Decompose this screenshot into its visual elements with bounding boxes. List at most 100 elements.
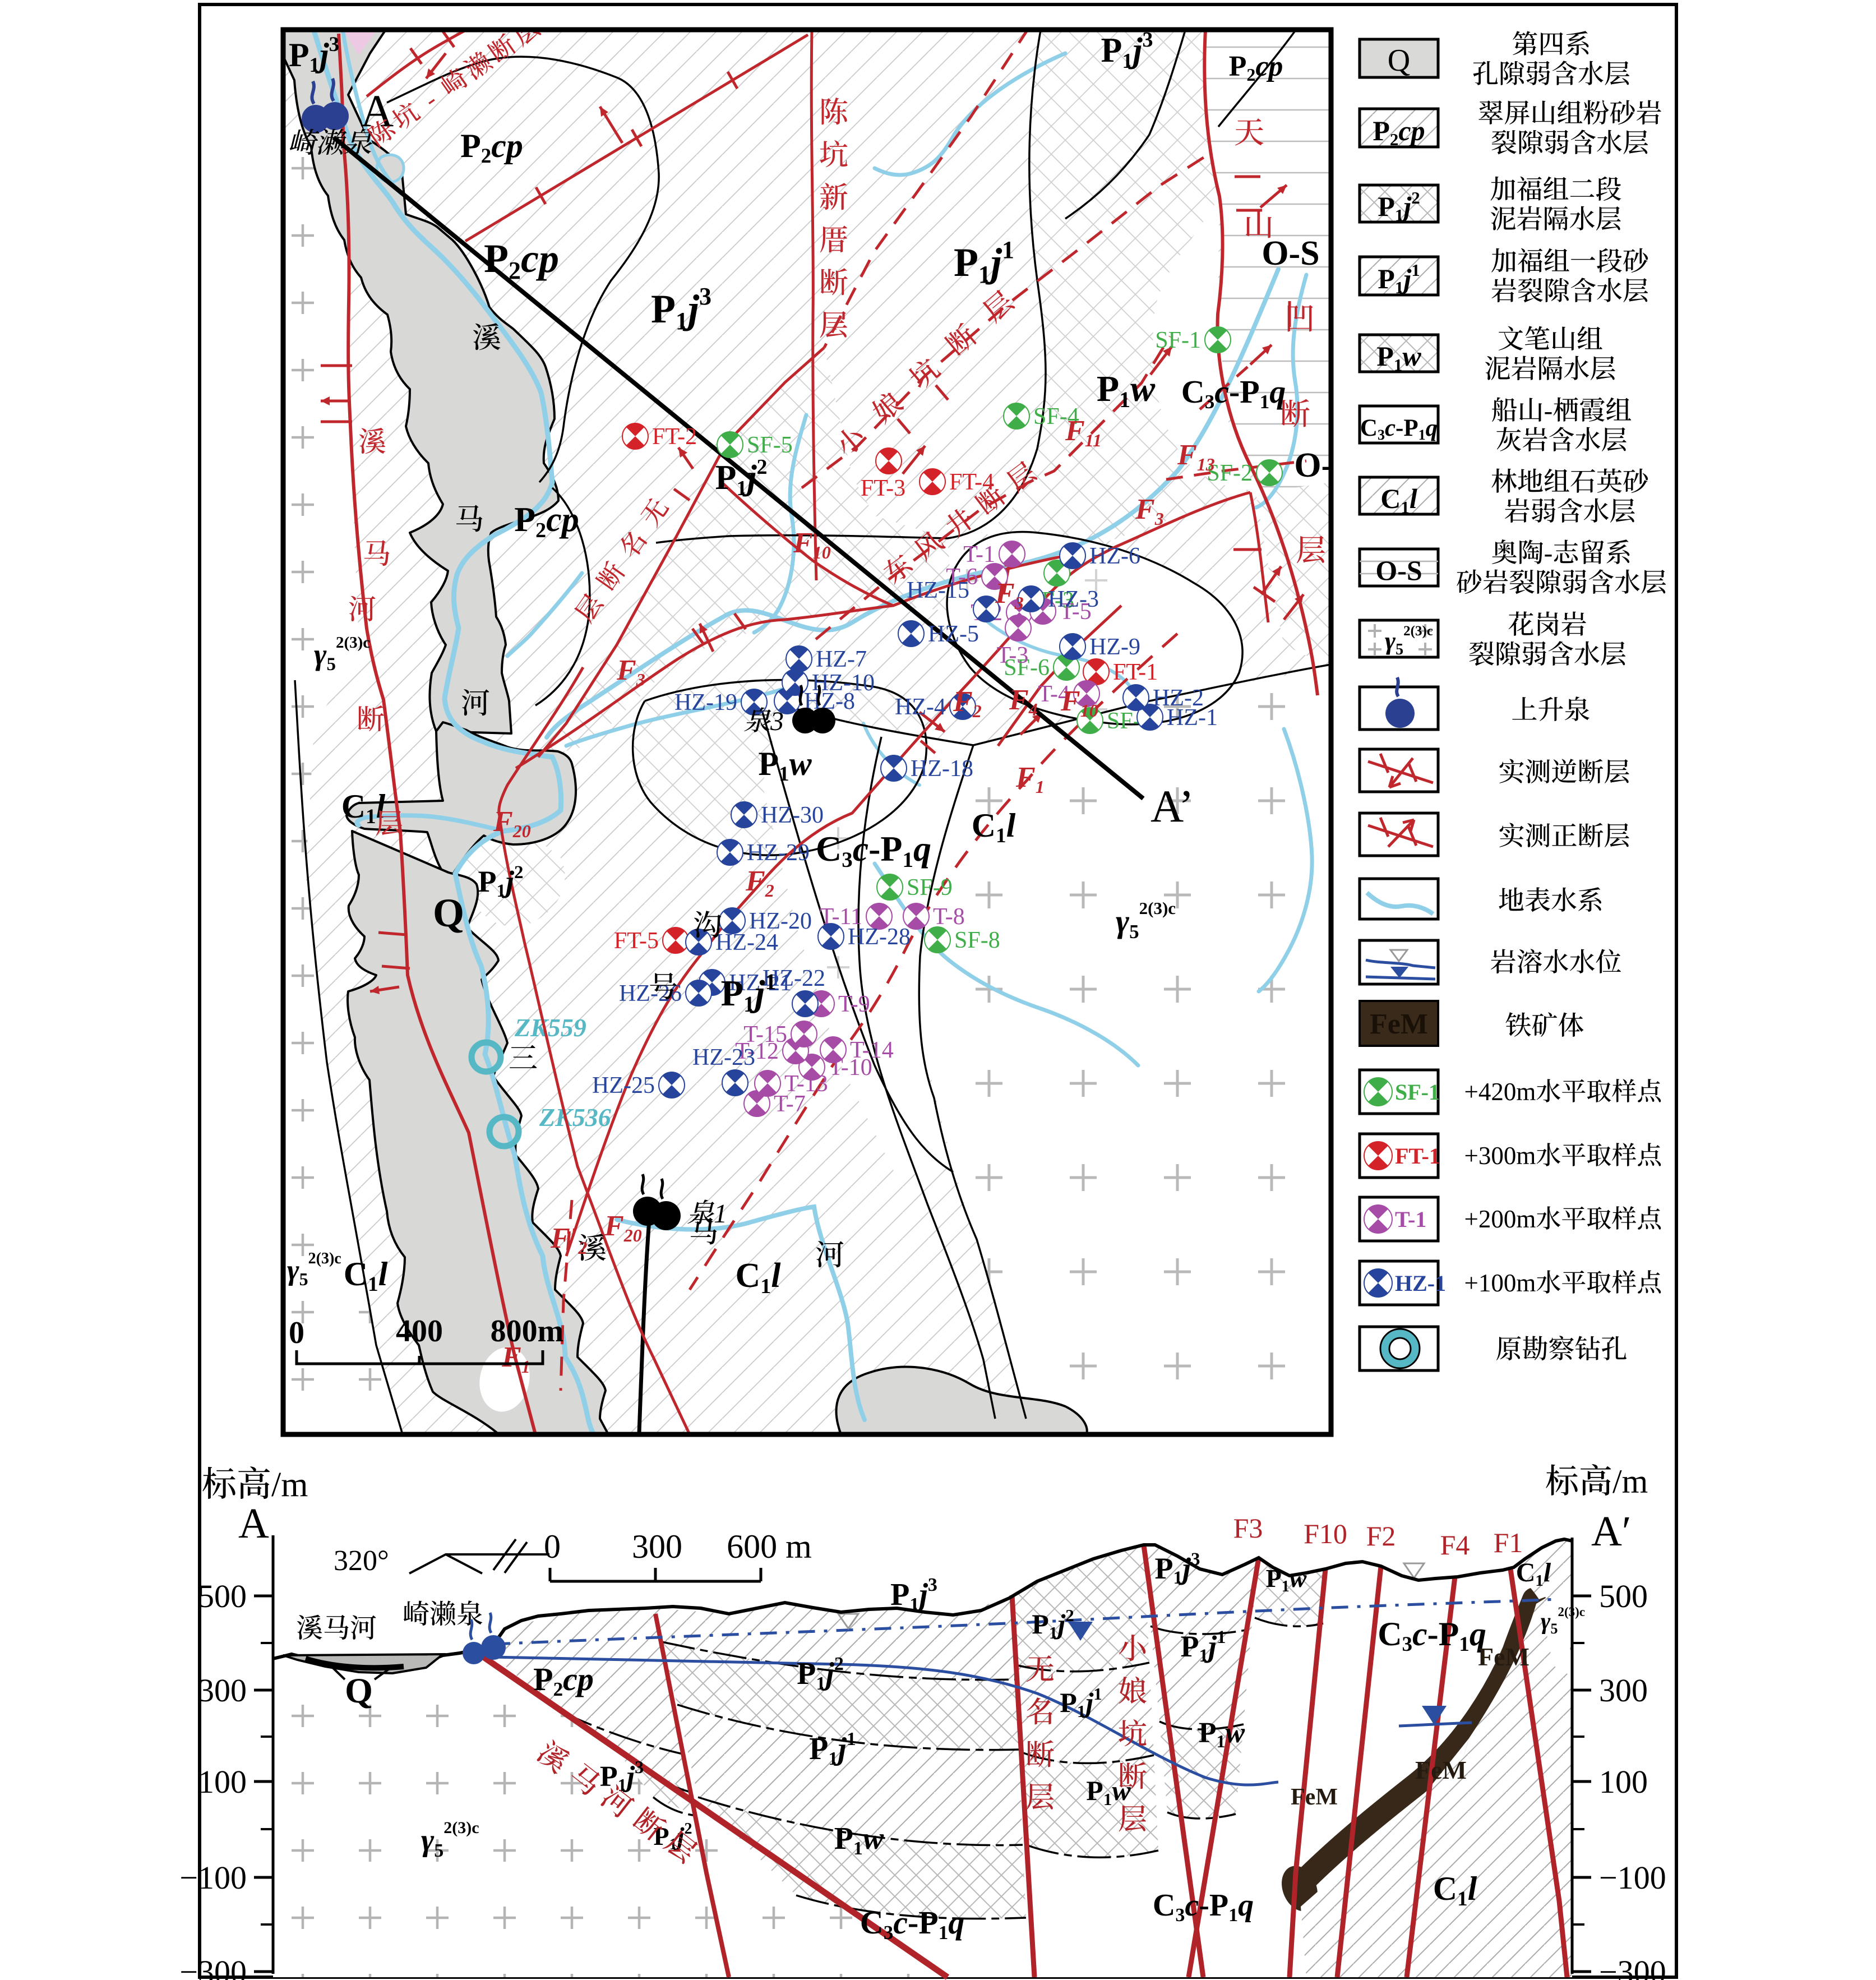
- svg-text:O-S: O-S: [1375, 555, 1422, 586]
- svg-text:溪: 溪: [472, 322, 501, 354]
- svg-text:实测逆断层: 实测逆断层: [1499, 758, 1631, 787]
- svg-text:泉1: 泉1: [687, 1199, 727, 1229]
- svg-text:上升泉: 上升泉: [1512, 696, 1591, 725]
- svg-text:800m: 800m: [491, 1314, 564, 1349]
- svg-text:层: 层: [819, 310, 849, 342]
- svg-text:泉3: 泉3: [743, 707, 784, 736]
- svg-text:奥陶-志留系: 奥陶-志留系: [1491, 539, 1632, 568]
- svg-text:SF-1: SF-1: [1155, 327, 1201, 353]
- svg-text:T-3: T-3: [997, 643, 1029, 668]
- svg-text:HZ-19: HZ-19: [674, 690, 737, 716]
- svg-text:C3c-P1q: C3c-P1q: [816, 829, 931, 872]
- svg-text:HZ-2: HZ-2: [1153, 685, 1204, 711]
- svg-text:C1l: C1l: [1380, 483, 1417, 517]
- svg-text:灰岩含水层: 灰岩含水层: [1496, 426, 1628, 455]
- svg-text:崎濑泉: 崎濑泉: [403, 1600, 483, 1630]
- svg-text:T-4: T-4: [1038, 681, 1070, 707]
- svg-text:HZ-22: HZ-22: [763, 966, 825, 991]
- svg-text:层: 层: [1118, 1804, 1148, 1836]
- svg-text:C1l: C1l: [735, 1257, 781, 1298]
- svg-text:γ52(3)c: γ52(3)c: [421, 1819, 479, 1861]
- svg-text:SF-4: SF-4: [1033, 404, 1079, 430]
- svg-text:河: 河: [815, 1240, 844, 1272]
- svg-text:−100: −100: [1599, 1859, 1666, 1896]
- svg-text:HZ-23: HZ-23: [692, 1045, 755, 1070]
- svg-text:500: 500: [1599, 1578, 1648, 1614]
- svg-text:溪: 溪: [577, 1233, 607, 1265]
- svg-text:ZK559: ZK559: [514, 1013, 586, 1042]
- svg-text:无: 无: [1025, 1654, 1055, 1686]
- svg-text:T-7: T-7: [774, 1091, 806, 1117]
- svg-text:SF-2: SF-2: [1207, 460, 1253, 486]
- svg-text:加福组二段: 加福组二段: [1490, 176, 1622, 205]
- svg-text:FeM: FeM: [1291, 1784, 1338, 1810]
- svg-text:C3c-P1q: C3c-P1q: [860, 1904, 964, 1944]
- svg-text:F3: F3: [1135, 493, 1164, 529]
- svg-text:FT-1: FT-1: [1395, 1143, 1440, 1169]
- svg-text:600 m: 600 m: [727, 1528, 812, 1565]
- svg-text:孔隙弱含水层: 孔隙弱含水层: [1472, 60, 1631, 89]
- svg-text:山: 山: [1244, 209, 1274, 242]
- svg-text:320°: 320°: [334, 1545, 389, 1577]
- svg-text:FeM: FeM: [1370, 1008, 1428, 1040]
- svg-text:马: 马: [363, 538, 391, 570]
- svg-text:HZ-1: HZ-1: [1167, 705, 1218, 731]
- svg-text:HZ-6: HZ-6: [1089, 543, 1140, 569]
- svg-text:林地组石英砂: 林地组石英砂: [1491, 468, 1650, 497]
- svg-text:HZ-4: HZ-4: [895, 694, 946, 720]
- svg-text:300: 300: [198, 1672, 247, 1709]
- svg-text:300: 300: [1599, 1672, 1648, 1709]
- svg-text:HZ-18: HZ-18: [911, 756, 973, 782]
- svg-text:C1l: C1l: [341, 788, 386, 828]
- svg-text:F1: F1: [1494, 1527, 1523, 1558]
- svg-text:断: 断: [1280, 398, 1310, 431]
- svg-text:F2: F2: [1366, 1520, 1396, 1552]
- svg-text:T-5: T-5: [1060, 599, 1092, 625]
- svg-text:P2cp: P2cp: [514, 501, 579, 542]
- svg-text:γ52(3)c: γ52(3)c: [1385, 624, 1433, 658]
- svg-text:河: 河: [348, 594, 376, 625]
- svg-text:FeM: FeM: [1415, 1756, 1467, 1784]
- svg-text:沟: 沟: [693, 910, 722, 942]
- svg-text:HZ-1: HZ-1: [1395, 1271, 1446, 1296]
- svg-text:γ52(3)c: γ52(3)c: [287, 1250, 341, 1289]
- svg-text:HZ-20: HZ-20: [749, 908, 812, 934]
- svg-text:泥岩隔水层: 泥岩隔水层: [1485, 355, 1617, 384]
- svg-text:原勘察钻孔: 原勘察钻孔: [1496, 1335, 1628, 1364]
- svg-text:岩溶水水位: 岩溶水水位: [1490, 948, 1622, 977]
- svg-text:Q: Q: [345, 1670, 373, 1710]
- svg-text:T-13: T-13: [784, 1071, 828, 1097]
- svg-text:γ52(3)c: γ52(3)c: [314, 634, 370, 675]
- svg-text:第四系: 第四系: [1512, 30, 1591, 59]
- svg-text:翠屏山组粉砂岩: 翠屏山组粉砂岩: [1478, 99, 1662, 128]
- svg-text:C1l: C1l: [344, 1256, 388, 1296]
- svg-text:FT-3: FT-3: [861, 476, 905, 501]
- svg-text:T-9: T-9: [838, 991, 870, 1017]
- svg-text:层: 层: [1296, 534, 1327, 567]
- svg-text:HZ-5: HZ-5: [928, 621, 979, 647]
- svg-text:SF-5: SF-5: [747, 432, 793, 458]
- svg-text:C1l: C1l: [1433, 1870, 1477, 1910]
- svg-text:天: 天: [1234, 116, 1264, 150]
- svg-text:O-S: O-S: [1294, 446, 1352, 484]
- svg-text:砂岩裂隙弱含水层: 砂岩裂隙弱含水层: [1456, 569, 1667, 598]
- svg-text:HZ-30: HZ-30: [761, 802, 824, 828]
- svg-text:A’: A’: [1150, 781, 1194, 832]
- svg-text:P1w: P1w: [1199, 1717, 1245, 1751]
- svg-text:P2cp: P2cp: [484, 236, 559, 284]
- svg-text:坑: 坑: [819, 140, 848, 172]
- svg-text:层: 层: [375, 808, 404, 839]
- svg-text:崎濑泉: 崎濑泉: [288, 127, 373, 159]
- svg-text:T-1: T-1: [963, 542, 995, 567]
- svg-text:标高/m: 标高/m: [1545, 1463, 1648, 1500]
- svg-text:SF-6: SF-6: [1004, 655, 1050, 681]
- svg-text:加福组一段砂: 加福组一段砂: [1491, 247, 1650, 276]
- svg-text:HZ-7: HZ-7: [816, 647, 867, 672]
- svg-text:地表水系: 地表水系: [1498, 887, 1604, 916]
- svg-text:+300m水平取样点: +300m水平取样点: [1464, 1142, 1664, 1170]
- svg-text:A: A: [361, 85, 394, 136]
- svg-text:HZ-29: HZ-29: [747, 840, 810, 866]
- svg-text:HZ-25: HZ-25: [592, 1073, 655, 1099]
- svg-text:马: 马: [689, 1217, 718, 1249]
- svg-text:0: 0: [544, 1528, 561, 1565]
